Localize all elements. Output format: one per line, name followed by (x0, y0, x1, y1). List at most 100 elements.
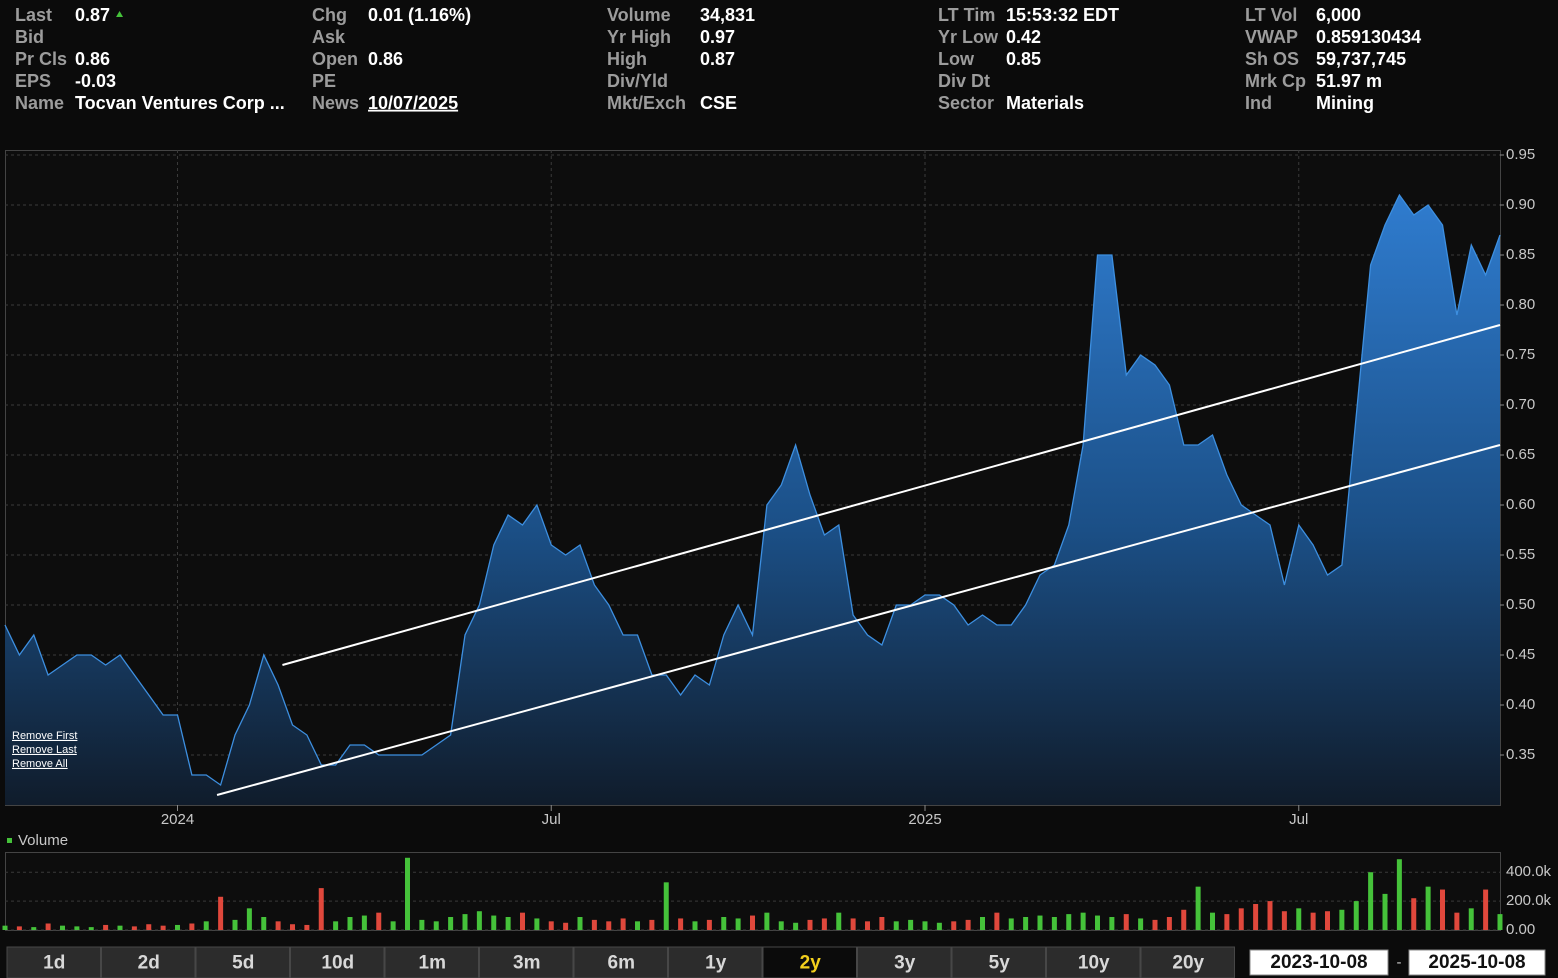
range-button[interactable] (1046, 946, 1141, 978)
volume-bar (1296, 908, 1302, 930)
volume-bar (606, 921, 612, 930)
volume-bar (318, 888, 324, 930)
range-button-label[interactable]: 2d (138, 953, 160, 974)
end-date[interactable]: 2025-10-08 (1428, 952, 1525, 973)
volume-bar (563, 922, 569, 930)
volume-bar (1310, 912, 1316, 930)
field-label: Sh OS (1245, 49, 1299, 69)
range-button-label[interactable]: 1d (43, 953, 65, 974)
field-value: 0.86 (368, 49, 403, 69)
y-tick-label: 0.50 (1506, 596, 1535, 613)
volume-bar (577, 917, 583, 930)
range-button-label[interactable]: 6m (608, 953, 635, 974)
volume-bar (850, 918, 856, 930)
range-button[interactable] (290, 946, 385, 978)
field-value: 34,831 (700, 5, 755, 25)
field-value: 0.87 (700, 49, 735, 69)
y-tick-label: 0.60 (1506, 496, 1535, 513)
volume-bar (1195, 886, 1201, 930)
range-button[interactable] (1140, 946, 1235, 978)
y-tick-label: 0.55 (1506, 546, 1535, 563)
range-button[interactable] (762, 946, 857, 978)
volume-bar (476, 911, 482, 930)
start-date[interactable]: 2023-10-08 (1270, 952, 1367, 973)
range-button[interactable] (479, 946, 574, 978)
field-value[interactable]: 10/07/2025 (368, 93, 458, 113)
price-chart: 0.35 0.40 0.45 0.50 0.55 0.60 0.65 0.70 0.75 0.80… (4, 146, 1535, 828)
volume-bar (1109, 917, 1115, 930)
volume-bar (390, 921, 396, 930)
volume-title: Volume (18, 832, 68, 849)
remove-link[interactable]: Remove All (12, 758, 68, 770)
range-button[interactable] (6, 946, 101, 978)
field-label: Volume (607, 5, 671, 25)
range-button-label[interactable]: 1y (705, 953, 727, 974)
volume-bar (865, 921, 870, 930)
volume-bar (361, 915, 367, 930)
volume-bar (1166, 917, 1172, 930)
field-value: 0.87 (75, 5, 110, 25)
field-label: Low (938, 49, 975, 69)
range-button[interactable] (384, 946, 479, 978)
y-tick-label: 0.70 (1506, 396, 1535, 413)
volume-bar (2, 925, 8, 930)
field-value: 6,000 (1316, 5, 1361, 25)
range-button-label[interactable]: 3m (513, 953, 540, 974)
volume-bar (735, 918, 741, 930)
volume-bar (1051, 917, 1057, 930)
y-tick-label: 0.80 (1506, 296, 1535, 313)
volume-bar (678, 918, 684, 930)
range-button-label[interactable]: 10y (1078, 953, 1110, 974)
field-label: Yr Low (938, 27, 999, 47)
range-button[interactable] (668, 946, 763, 978)
range-button-label[interactable]: 5d (232, 953, 254, 974)
volume-bar (347, 917, 353, 930)
remove-link[interactable]: Remove First (12, 730, 77, 742)
volume-bar (261, 917, 267, 930)
range-button[interactable] (573, 946, 668, 978)
volume-bar (706, 919, 712, 930)
range-button[interactable] (195, 946, 290, 978)
field-label: Bid (15, 27, 44, 47)
volume-bar (1008, 918, 1014, 930)
range-button[interactable] (857, 946, 952, 978)
y-tick-label: 0.00 (1506, 921, 1535, 938)
volume-chart: Volume 0.00 200.0k 400.0k (2, 832, 1552, 938)
date-input[interactable] (1408, 949, 1546, 976)
x-tick-label: 2025 (908, 811, 941, 828)
field-value: 0.01 (1.16%) (368, 5, 471, 25)
field-label: Div/Yld (607, 71, 668, 91)
volume-bar (692, 921, 698, 930)
range-button-label[interactable]: 20y (1172, 953, 1204, 974)
field-value: 15:53:32 EDT (1006, 5, 1119, 25)
range-button-label[interactable]: 1m (419, 953, 446, 974)
volume-bar (31, 927, 37, 930)
volume-bar (1138, 918, 1144, 930)
range-button[interactable] (951, 946, 1046, 978)
volume-bar (405, 857, 410, 930)
remove-link[interactable]: Remove Last (12, 744, 77, 756)
volume-bar (520, 912, 525, 930)
y-tick-label: 400.0k (1506, 863, 1552, 880)
y-tick-label: 0.65 (1506, 446, 1535, 463)
volume-bar (1325, 911, 1330, 930)
trend-line (216, 444, 1501, 796)
volume-bar (1023, 917, 1029, 930)
range-button-label[interactable]: 2y (800, 953, 822, 974)
range-controls: 1d 2d 5d 10d 1m 3m 6m 1y 2y 3y 5y 10y 20y 2023-10-08 -… (6, 946, 1546, 978)
field-value: Materials (1006, 93, 1084, 113)
range-button-label[interactable]: 5y (989, 953, 1011, 974)
field-label: Yr High (607, 27, 671, 47)
volume-bar (1339, 909, 1345, 930)
field-value: 59,737,745 (1316, 49, 1406, 69)
volume-bar (304, 924, 310, 930)
range-button-label[interactable]: 3y (894, 953, 916, 974)
volume-bar (45, 923, 51, 930)
volume-bar (951, 921, 957, 930)
range-button[interactable] (101, 946, 196, 978)
range-button-label[interactable]: 10d (321, 953, 354, 974)
date-input[interactable] (1249, 949, 1389, 976)
volume-bar (491, 915, 497, 930)
volume-bar (88, 927, 94, 930)
